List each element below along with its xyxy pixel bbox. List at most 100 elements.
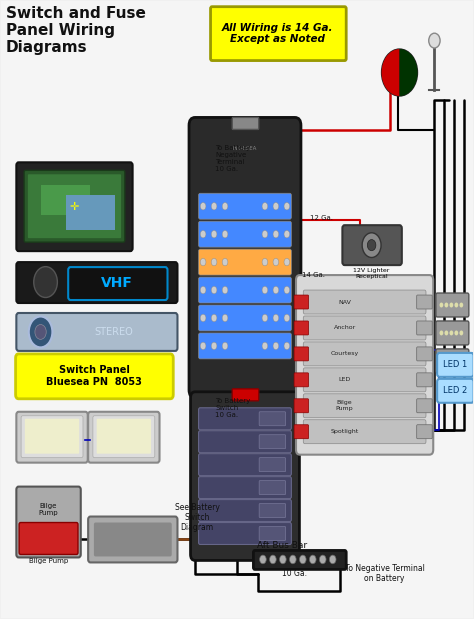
FancyBboxPatch shape [199, 454, 292, 475]
FancyBboxPatch shape [232, 118, 259, 129]
FancyBboxPatch shape [189, 118, 301, 398]
FancyBboxPatch shape [417, 373, 432, 387]
Text: Switch and Fuse
Panel Wiring
Diagrams: Switch and Fuse Panel Wiring Diagrams [6, 6, 146, 56]
Text: Anchor: Anchor [334, 326, 356, 331]
FancyBboxPatch shape [303, 368, 426, 392]
Circle shape [262, 202, 268, 210]
FancyBboxPatch shape [191, 392, 300, 560]
Bar [65, 195, 115, 230]
FancyBboxPatch shape [259, 435, 286, 449]
Circle shape [200, 287, 206, 294]
Circle shape [270, 555, 276, 564]
Circle shape [290, 555, 296, 564]
FancyBboxPatch shape [16, 412, 88, 462]
Text: Switch Panel
Bluesea PN  8053: Switch Panel Bluesea PN 8053 [46, 365, 142, 387]
FancyBboxPatch shape [437, 353, 474, 377]
FancyBboxPatch shape [342, 225, 402, 265]
FancyBboxPatch shape [437, 379, 474, 403]
FancyBboxPatch shape [254, 550, 346, 569]
Text: 14 Ga.: 14 Ga. [302, 272, 325, 278]
FancyBboxPatch shape [294, 399, 309, 413]
Text: LED: LED [338, 378, 351, 383]
Text: LED 2: LED 2 [443, 386, 467, 396]
FancyBboxPatch shape [199, 408, 292, 430]
Circle shape [362, 233, 381, 258]
Circle shape [449, 331, 453, 335]
Circle shape [222, 314, 228, 322]
Circle shape [459, 303, 463, 308]
Circle shape [262, 258, 268, 266]
Circle shape [459, 331, 463, 335]
Circle shape [284, 230, 290, 238]
FancyBboxPatch shape [259, 527, 286, 540]
FancyBboxPatch shape [259, 504, 286, 517]
FancyBboxPatch shape [199, 431, 292, 452]
Circle shape [211, 342, 217, 350]
Circle shape [211, 314, 217, 322]
Circle shape [445, 358, 448, 363]
FancyBboxPatch shape [259, 412, 286, 426]
Circle shape [262, 342, 268, 350]
Circle shape [284, 314, 290, 322]
FancyBboxPatch shape [199, 249, 292, 275]
Text: BLUESEA: BLUESEA [233, 146, 257, 151]
Circle shape [455, 331, 458, 335]
FancyBboxPatch shape [25, 419, 79, 454]
FancyBboxPatch shape [199, 477, 292, 498]
Circle shape [459, 358, 463, 363]
Circle shape [445, 303, 448, 308]
Text: See Battery
Switch
Diagram: See Battery Switch Diagram [175, 503, 219, 532]
Circle shape [262, 314, 268, 322]
Circle shape [329, 555, 336, 564]
FancyBboxPatch shape [21, 416, 83, 457]
Wedge shape [382, 49, 400, 96]
Circle shape [211, 258, 217, 266]
Circle shape [273, 314, 279, 322]
Circle shape [455, 358, 458, 363]
FancyBboxPatch shape [16, 354, 173, 399]
Text: To Battery
Negative
Terminal
10 Ga.: To Battery Negative Terminal 10 Ga. [215, 145, 250, 172]
FancyBboxPatch shape [16, 262, 177, 303]
Text: Spotlight: Spotlight [330, 429, 359, 434]
Circle shape [445, 331, 448, 335]
FancyBboxPatch shape [16, 487, 81, 558]
FancyBboxPatch shape [417, 295, 432, 309]
Circle shape [449, 358, 453, 363]
FancyBboxPatch shape [97, 419, 151, 454]
FancyBboxPatch shape [436, 349, 469, 373]
Circle shape [222, 342, 228, 350]
Circle shape [260, 555, 266, 564]
Circle shape [382, 49, 418, 96]
FancyBboxPatch shape [436, 293, 469, 317]
Circle shape [34, 267, 57, 298]
Text: To Battery
Switch
10 Ga.: To Battery Switch 10 Ga. [215, 398, 250, 418]
Text: Bilge
Pump: Bilge Pump [39, 503, 58, 516]
FancyBboxPatch shape [199, 500, 292, 522]
Text: Aft Bus Bar: Aft Bus Bar [257, 541, 307, 550]
Circle shape [262, 287, 268, 294]
FancyBboxPatch shape [16, 162, 133, 251]
FancyBboxPatch shape [259, 457, 286, 472]
Circle shape [222, 230, 228, 238]
Circle shape [273, 258, 279, 266]
FancyBboxPatch shape [88, 516, 177, 563]
Circle shape [280, 555, 286, 564]
Circle shape [273, 230, 279, 238]
FancyBboxPatch shape [88, 412, 160, 462]
Circle shape [284, 342, 290, 350]
FancyBboxPatch shape [417, 347, 432, 361]
Text: ✛: ✛ [70, 202, 79, 212]
Circle shape [222, 287, 228, 294]
FancyBboxPatch shape [94, 522, 172, 556]
Circle shape [439, 303, 443, 308]
Circle shape [211, 287, 217, 294]
Circle shape [29, 316, 53, 347]
Text: To Negative Terminal
on Battery: To Negative Terminal on Battery [345, 564, 425, 583]
FancyBboxPatch shape [294, 321, 309, 335]
FancyBboxPatch shape [93, 416, 155, 457]
Circle shape [200, 314, 206, 322]
Circle shape [211, 230, 217, 238]
Text: 12 Ga.: 12 Ga. [310, 215, 333, 221]
FancyBboxPatch shape [16, 313, 177, 351]
Circle shape [310, 555, 316, 564]
